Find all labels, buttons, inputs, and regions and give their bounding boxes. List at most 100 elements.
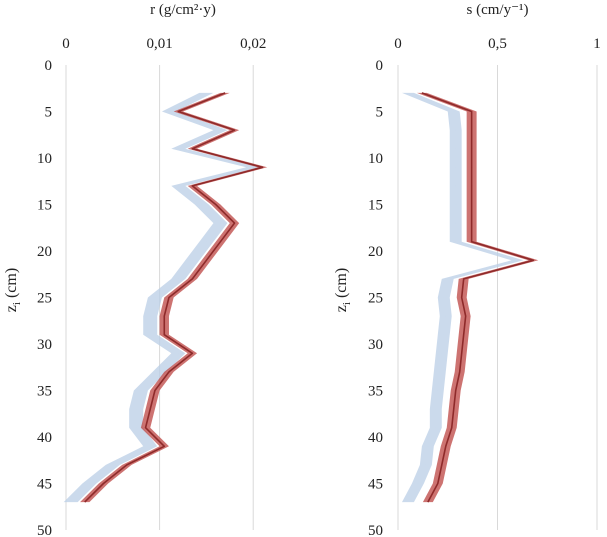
x-tick-label: 0,5 — [488, 36, 507, 52]
series-1-point — [471, 204, 472, 205]
series-0-point — [168, 111, 169, 112]
series-1-point — [471, 111, 472, 112]
series-0-point — [206, 241, 207, 242]
series-0-point — [455, 130, 456, 131]
series-0-point — [443, 297, 444, 298]
series-band-0 — [63, 92, 261, 503]
y-tick-label: 40 — [368, 430, 383, 446]
series-0-point — [455, 167, 456, 168]
series-0-point — [112, 464, 113, 465]
series-0-point — [435, 427, 436, 428]
y-tick-label: 30 — [368, 337, 383, 353]
x-tick-label: 0 — [394, 36, 402, 52]
y-axis-label: zi (cm) — [3, 268, 23, 312]
series-0-point — [435, 409, 436, 410]
series-0-point — [407, 502, 408, 503]
y-tick-label: 50 — [368, 523, 383, 537]
x-tick-label: 0,02 — [240, 36, 266, 52]
series-0-point — [150, 316, 151, 317]
series-1-point — [206, 260, 207, 261]
series-1-point — [225, 92, 226, 93]
y-tick-label: 45 — [368, 477, 383, 493]
series-1-point — [192, 353, 193, 354]
y-tick-label: 35 — [37, 384, 52, 400]
series-0-point — [178, 353, 179, 354]
series-0-point — [517, 260, 518, 261]
x-tick-label: 1 — [593, 36, 601, 52]
series-1-point — [168, 297, 169, 298]
series-0-point — [201, 204, 202, 205]
series-1-point — [150, 409, 151, 410]
series-line-1 — [421, 92, 535, 503]
series-1-point — [471, 167, 472, 168]
series-1-point — [164, 316, 165, 317]
series-0-point — [89, 483, 90, 484]
series-1-point — [463, 334, 464, 335]
series-1-point — [427, 502, 428, 503]
series-0-point — [407, 92, 408, 93]
series-0-point — [150, 446, 151, 447]
series-0-point — [425, 464, 426, 465]
y-tick-label: 15 — [37, 198, 52, 214]
series-0-point — [220, 223, 221, 224]
series-0-point — [455, 204, 456, 205]
series-1-point — [461, 297, 462, 298]
y-tick-label: 25 — [368, 291, 383, 307]
series-0-point — [70, 502, 71, 503]
series-1-point — [178, 111, 179, 112]
series-1-point — [465, 316, 466, 317]
series-1-point — [459, 371, 460, 372]
series-1-point — [215, 204, 216, 205]
series-band-0 — [401, 92, 524, 503]
series-1-point — [103, 483, 104, 484]
series-1-point — [461, 353, 462, 354]
series-1-point — [471, 223, 472, 224]
series-0-point — [140, 390, 141, 391]
series-0-point — [445, 316, 446, 317]
series-0-point — [220, 130, 221, 131]
series-0-point — [159, 371, 160, 372]
series-1-point — [234, 130, 235, 131]
y-tick-label: 20 — [368, 244, 383, 260]
series-1-point — [220, 241, 221, 242]
series-0-point — [453, 111, 454, 112]
series-1-point — [471, 148, 472, 149]
series-1-point — [262, 167, 263, 168]
series-1-point — [145, 427, 146, 428]
series-0-point — [441, 353, 442, 354]
y-tick-label: 30 — [37, 337, 52, 353]
series-1-point — [154, 390, 155, 391]
series-1-point — [451, 427, 452, 428]
y-tick-label: 50 — [37, 523, 52, 537]
panel-r: 0 0,01 0,02 0 5 10 15 20 25 30 35 40 45 50 r (g/cm²·y)… — [3, 2, 268, 537]
series-0-point — [455, 223, 456, 224]
y-tick-label: 0 — [376, 58, 384, 74]
series-1-point — [168, 371, 169, 372]
series-0-point — [178, 148, 179, 149]
y-axis-label: zi (cm) — [333, 268, 353, 312]
series-1-point — [421, 92, 422, 93]
series-1-point — [445, 446, 446, 447]
series-1-point — [533, 260, 534, 261]
series-1-point — [234, 223, 235, 224]
series-1-point — [192, 185, 193, 186]
series-1-point — [192, 148, 193, 149]
series-0-point — [455, 241, 456, 242]
y-tick-label: 10 — [37, 151, 52, 167]
x-tick-label: 0,01 — [146, 36, 172, 52]
series-1-point — [84, 502, 85, 503]
series-1-point — [164, 446, 165, 447]
series-1-point — [441, 464, 442, 465]
y-tick-label: 25 — [37, 291, 52, 307]
series-0-point — [439, 371, 440, 372]
y-tick-label: 45 — [37, 477, 52, 493]
series-1-point — [471, 185, 472, 186]
y-tick-label: 35 — [368, 384, 383, 400]
series-1-point — [471, 130, 472, 131]
series-0-point — [427, 446, 428, 447]
series-1-point — [126, 464, 127, 465]
series-0-point — [437, 390, 438, 391]
series-1-point — [192, 278, 193, 279]
series-0-point — [178, 278, 179, 279]
